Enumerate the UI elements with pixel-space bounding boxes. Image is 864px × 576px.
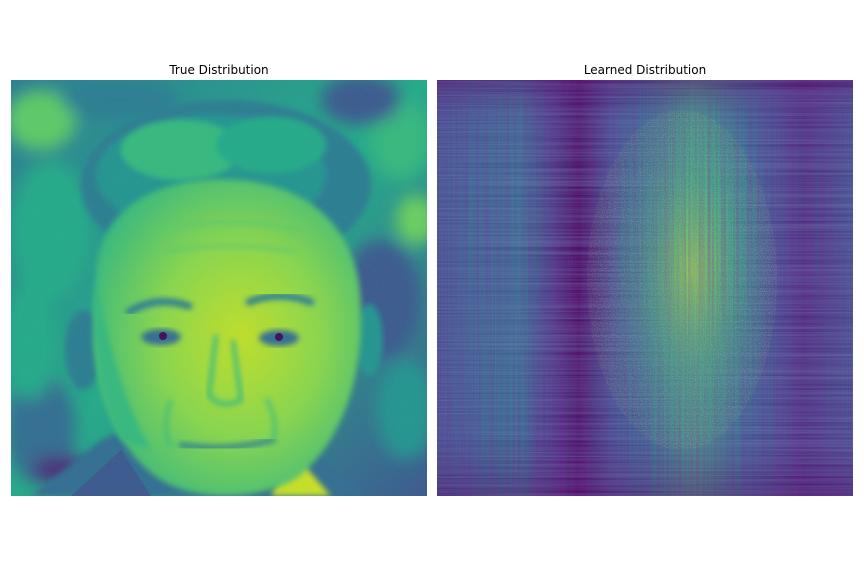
left-panel-title: True Distribution [169,63,269,77]
right-panel-title: Learned Distribution [583,63,707,77]
learned-distribution-image [437,80,853,496]
portrait-heatmap [11,80,427,496]
true-distribution-image [11,80,427,496]
learned-heatmap [437,80,853,496]
